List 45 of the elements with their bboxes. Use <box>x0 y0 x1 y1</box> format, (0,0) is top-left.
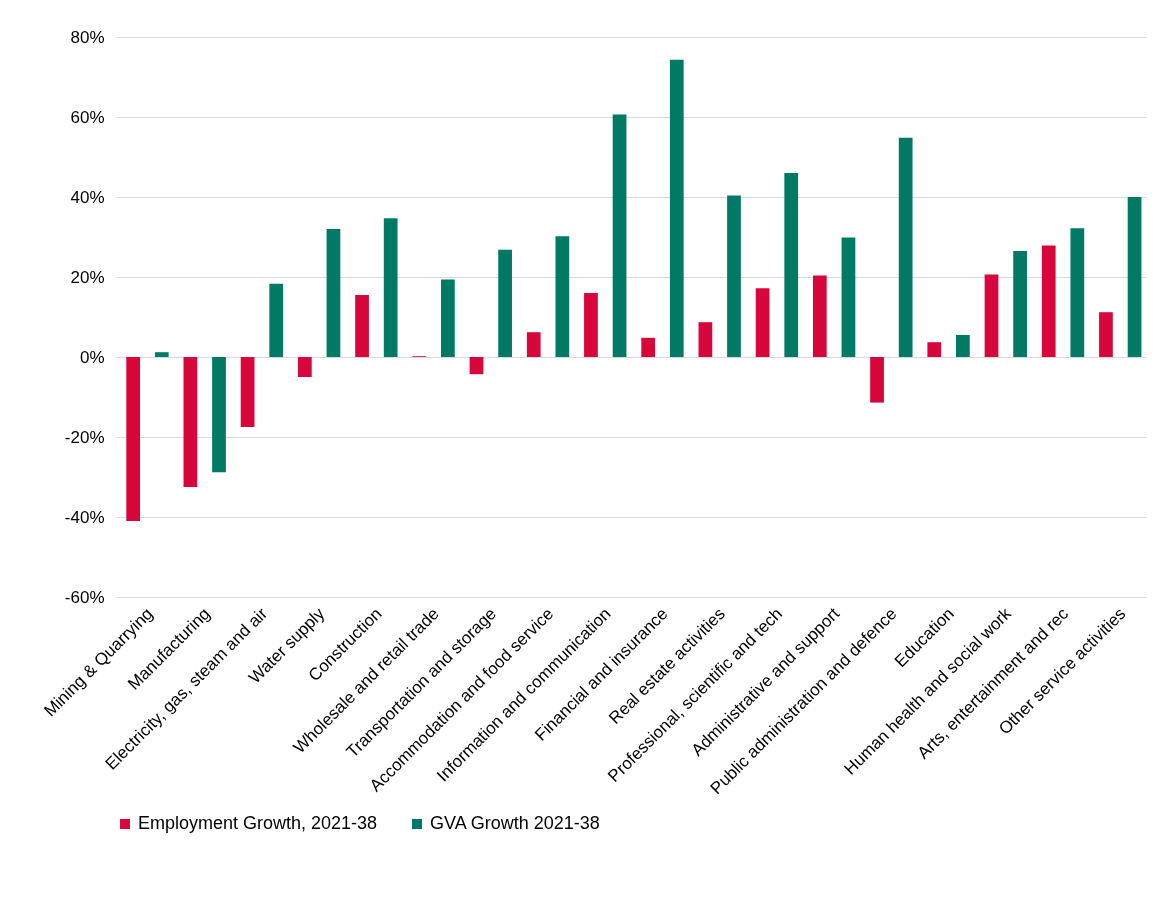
bar <box>641 337 656 357</box>
bar <box>183 357 198 487</box>
bar <box>326 229 341 357</box>
bar <box>269 283 284 357</box>
bar <box>612 114 627 357</box>
bar <box>956 335 970 357</box>
legend-label: Employment Growth, 2021-38 <box>138 813 378 833</box>
bar <box>1041 245 1056 357</box>
bar <box>669 59 684 357</box>
bar <box>469 357 484 375</box>
bar <box>870 357 884 403</box>
bar <box>297 357 312 377</box>
bar <box>984 274 999 357</box>
y-tick-label: 0% <box>79 347 105 367</box>
bar <box>383 218 398 357</box>
bar <box>698 322 713 357</box>
bar <box>355 295 369 357</box>
y-tick-label: -60% <box>64 587 105 607</box>
y-tick-label: 40% <box>70 187 105 207</box>
bar <box>784 173 799 357</box>
bar <box>441 279 455 357</box>
bar <box>755 288 770 357</box>
bar <box>1099 312 1113 357</box>
bar <box>498 249 512 357</box>
bar <box>526 332 541 357</box>
bar <box>240 357 255 427</box>
bar <box>555 236 570 357</box>
bar <box>1013 251 1027 357</box>
bar <box>727 195 741 357</box>
bar <box>927 342 942 357</box>
legend-label: GVA Growth 2021-38 <box>430 813 600 833</box>
bar <box>126 357 141 521</box>
bar <box>154 352 169 357</box>
bar <box>898 137 913 357</box>
y-tick-label: 60% <box>70 107 105 127</box>
bar <box>212 357 226 473</box>
y-tick-label: 20% <box>70 267 105 287</box>
bar <box>1070 228 1085 357</box>
bar <box>584 293 598 357</box>
y-tick-label: -40% <box>64 507 105 527</box>
bar <box>1127 197 1142 357</box>
y-tick-label: 80% <box>70 27 105 47</box>
bar <box>841 237 856 357</box>
bar <box>812 275 827 357</box>
y-tick-label: -20% <box>64 427 105 447</box>
